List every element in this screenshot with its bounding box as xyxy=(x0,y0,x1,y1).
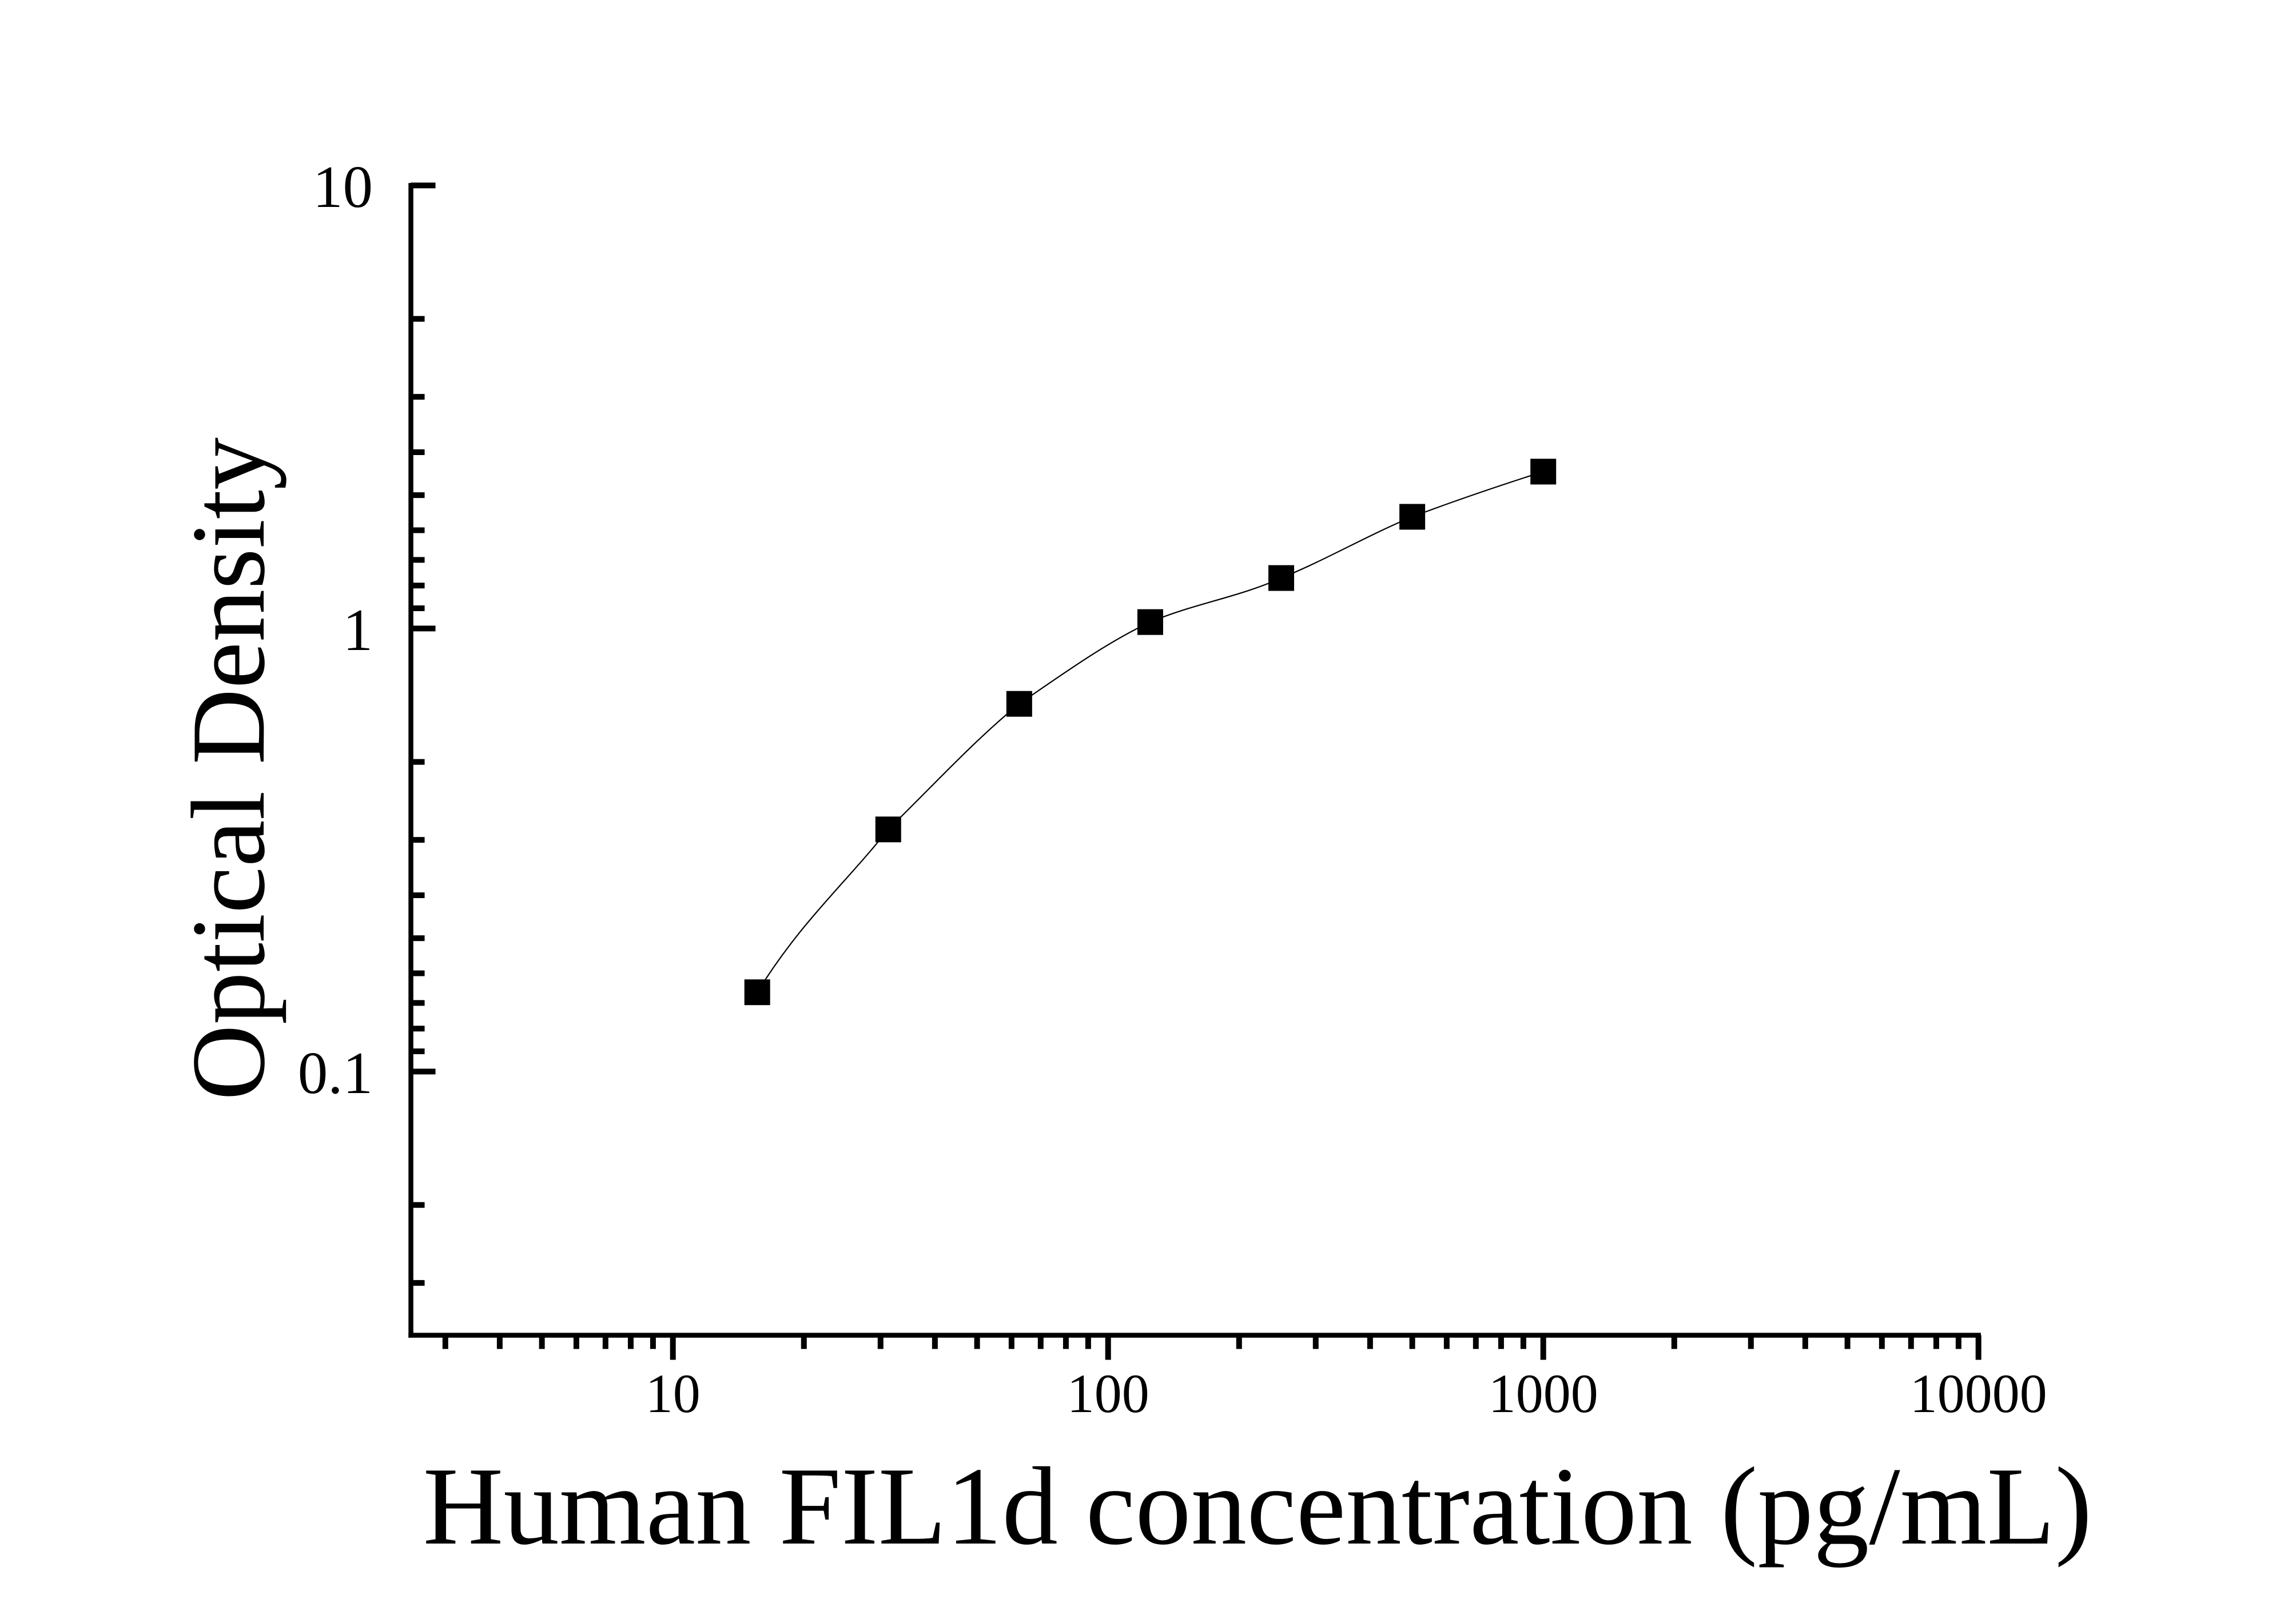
svg-text:Optical Density: Optical Density xyxy=(170,437,286,1100)
svg-text:10: 10 xyxy=(313,153,373,220)
svg-text:Human FIL1d concentration (pg/: Human FIL1d concentration (pg/mL) xyxy=(423,1445,2092,1568)
svg-text:100: 100 xyxy=(1067,1363,1149,1424)
svg-text:0.1: 0.1 xyxy=(298,1039,373,1106)
svg-text:1000: 1000 xyxy=(1489,1363,1598,1424)
svg-text:10000: 10000 xyxy=(1910,1363,2047,1424)
svg-text:10: 10 xyxy=(646,1363,701,1424)
svg-text:1: 1 xyxy=(343,596,373,663)
